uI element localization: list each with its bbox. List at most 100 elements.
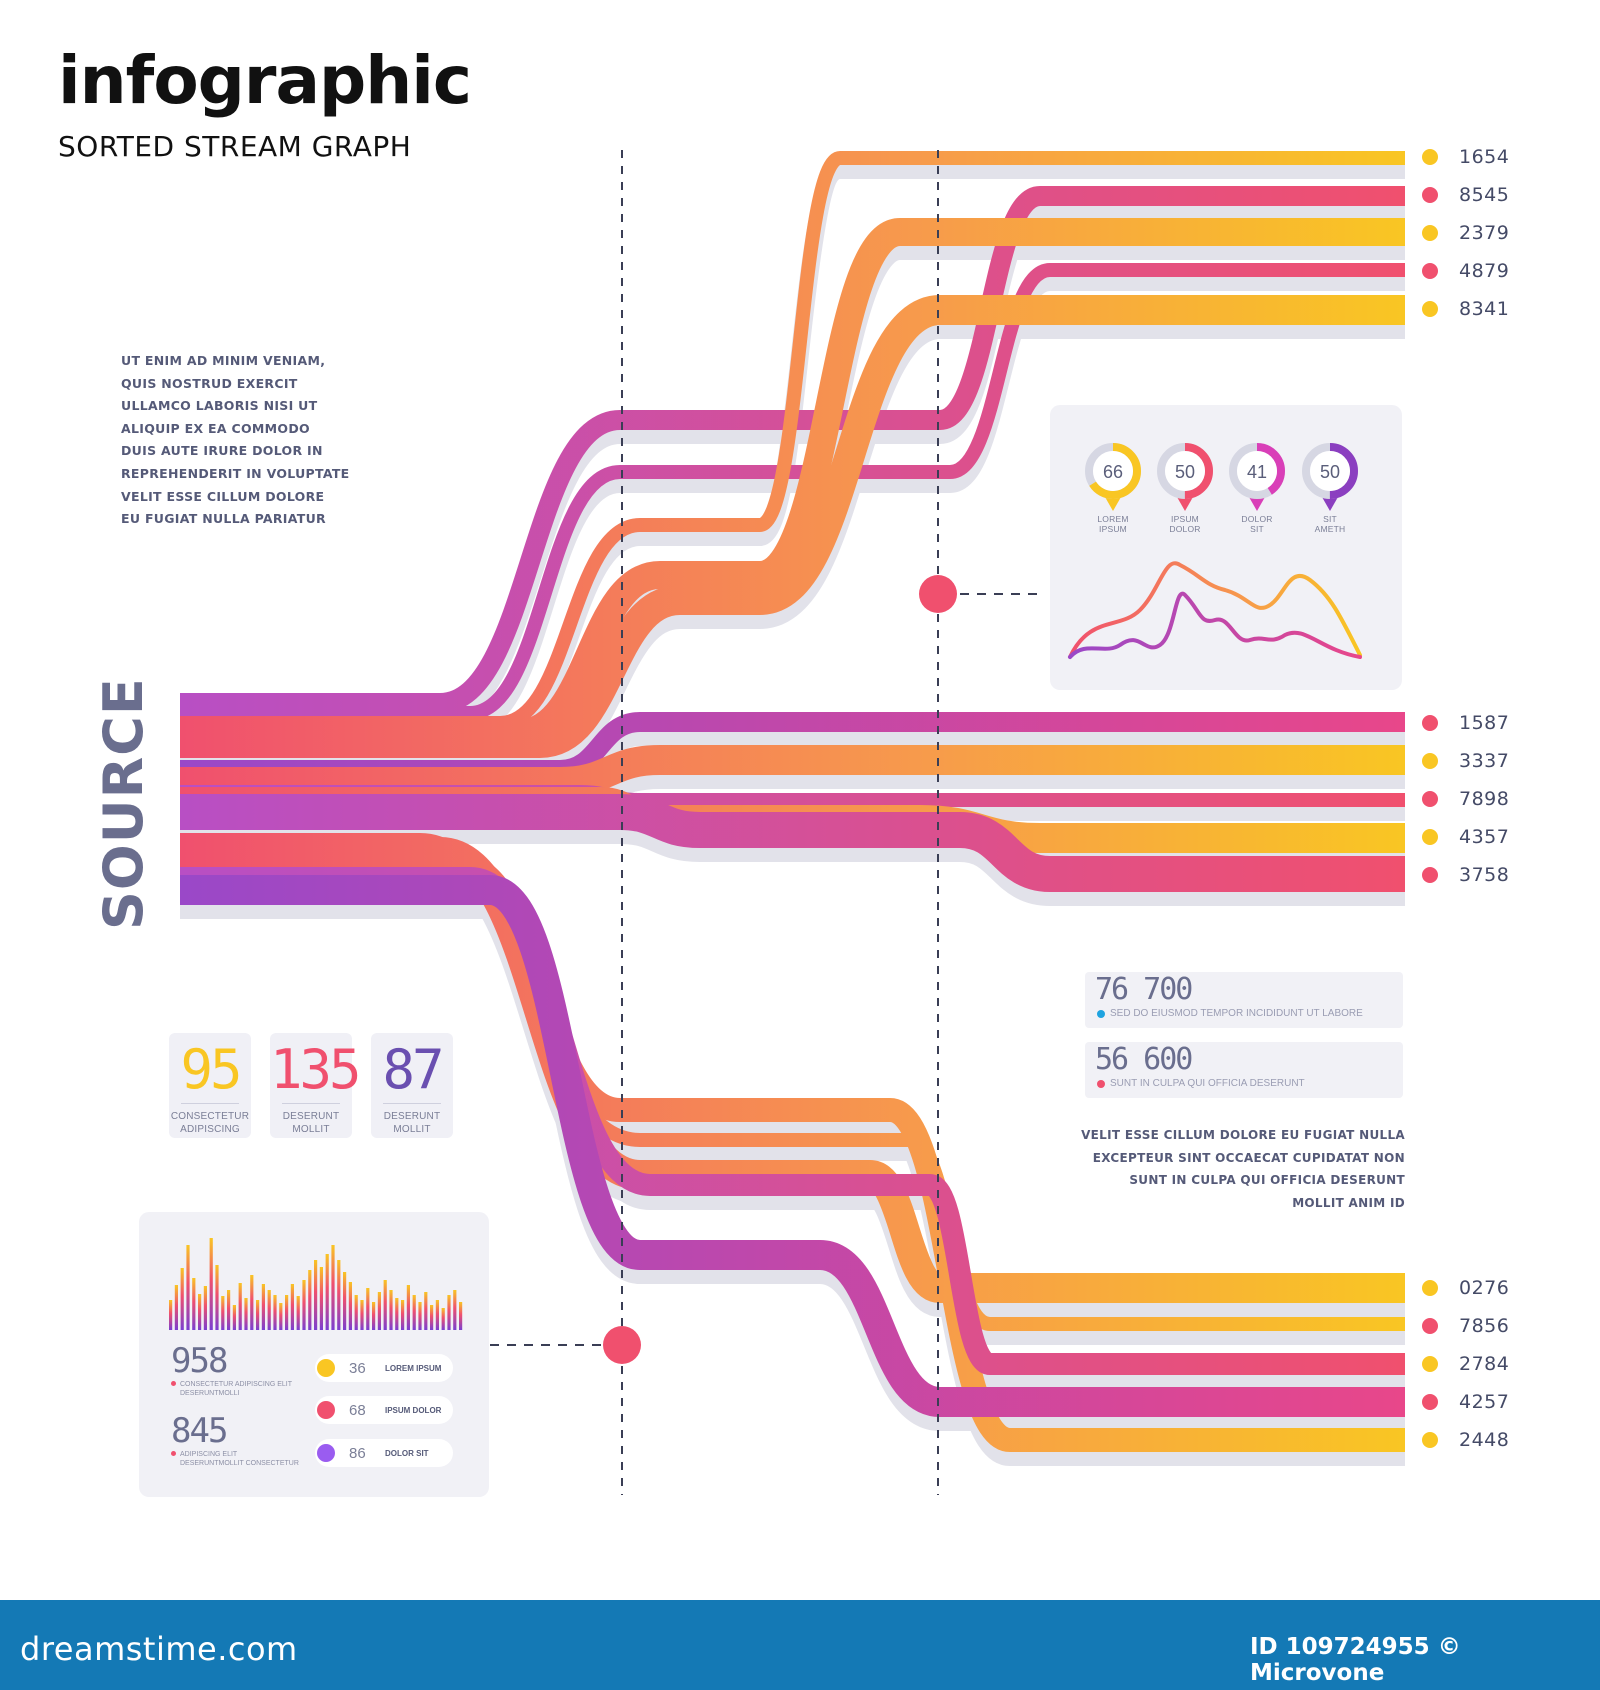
kpi-caption-text: SED DO EIUSMOD TEMPOR INCIDIDUNT UT LABO… xyxy=(1110,1008,1363,1019)
mini-bar xyxy=(169,1300,173,1330)
intro-line: DUIS AUTE IRURE DOLOR IN xyxy=(121,443,323,459)
legend-value: 2784 xyxy=(1459,1353,1510,1375)
legend-value: 4357 xyxy=(1459,826,1510,848)
gauge-center xyxy=(1093,451,1133,491)
gauge-pointer xyxy=(1249,497,1265,511)
mini-bar xyxy=(447,1295,451,1330)
right-text-line: VELIT ESSE CILLUM DOLORE EU FUGIAT NULLA xyxy=(1081,1128,1405,1142)
mini-bar xyxy=(348,1282,352,1330)
mini-bar xyxy=(250,1275,254,1330)
legend-item: 4357 xyxy=(1422,818,1509,856)
mini-bar xyxy=(395,1298,399,1330)
mini-bar xyxy=(424,1292,428,1330)
kpi-dot xyxy=(1097,1009,1105,1018)
legend-value: 7856 xyxy=(1459,1315,1510,1337)
gauge-value: 41 xyxy=(1247,462,1267,482)
mini-bar xyxy=(383,1280,387,1330)
gauge-center xyxy=(1237,451,1277,491)
legend-dot xyxy=(1422,1280,1438,1296)
stream-graph xyxy=(180,150,1405,1495)
stat-divider xyxy=(181,1103,239,1104)
mini-bar xyxy=(319,1267,323,1330)
mini-bar xyxy=(279,1303,283,1330)
legend-value: 8545 xyxy=(1459,184,1510,206)
mini-bar xyxy=(377,1292,381,1330)
mini-bar xyxy=(256,1300,260,1330)
mini-caption-line: DESERUNTMOLLI xyxy=(180,1390,240,1397)
legend-item: 7898 xyxy=(1422,780,1509,818)
footer-bar xyxy=(0,1600,1600,1690)
mini-bar xyxy=(453,1290,457,1330)
mini-caption-line: DESERUNTMOLLIT CONSECTETUR xyxy=(180,1460,299,1467)
marker-dot[interactable] xyxy=(919,575,957,613)
legend-value: 0276 xyxy=(1459,1277,1510,1299)
footer-image-id: ID 109724955 © Microvone xyxy=(1250,1634,1461,1686)
mini-bar xyxy=(215,1265,219,1330)
intro-line: QUIS NOSTRUD EXERCIT xyxy=(121,375,298,391)
mini-bar xyxy=(203,1286,207,1330)
pill-label: DOLOR SIT xyxy=(385,1448,429,1458)
mini-bar xyxy=(308,1270,312,1330)
gauge-pointer xyxy=(1105,497,1121,511)
pill-value: 68 xyxy=(349,1401,366,1419)
page-title: infographic xyxy=(58,42,472,119)
right-text-line: EXCEPTEUR SINT OCCAECAT CUPIDATAT NON xyxy=(1092,1150,1405,1165)
gauge-label: IPSUM DOLOR xyxy=(1155,514,1215,534)
mini-metric-caption: ADIPISCING ELIT DESERUNTMOLLIT CONSECTETU… xyxy=(171,1450,299,1468)
mini-bar xyxy=(209,1238,213,1330)
kpi-caption: SUNT IN CULPA QUI OFFICIA DESERUNT xyxy=(1097,1078,1403,1089)
legend-dot xyxy=(1422,301,1438,317)
mini-bar-chart xyxy=(169,1238,463,1330)
gauge-label-line: SIT xyxy=(1323,514,1337,524)
gauge-label: SIT AMETH xyxy=(1300,514,1360,534)
wave-line-warm xyxy=(1068,561,1362,659)
legend-dot xyxy=(1422,829,1438,845)
mini-bar xyxy=(290,1284,294,1330)
stream-line xyxy=(180,151,1405,730)
gauge-value: 50 xyxy=(1320,462,1340,482)
marker-dot[interactable] xyxy=(603,1326,641,1364)
pill-dot xyxy=(317,1359,335,1377)
stat-card: 135 DESERUNT MOLLIT xyxy=(270,1033,362,1138)
gauge-label-line: AMETH xyxy=(1314,524,1346,534)
legend-value: 1587 xyxy=(1459,712,1510,734)
gauge-label-line: IPSUM xyxy=(1099,524,1127,534)
mini-bar xyxy=(227,1290,231,1330)
pill-dot xyxy=(317,1444,335,1462)
pill-label: LOREM IPSUM xyxy=(385,1363,442,1373)
legend-value: 4879 xyxy=(1459,260,1510,282)
intro-line: ULLAMCO LABORIS NISI UT xyxy=(121,398,318,414)
legend-item: 7856 xyxy=(1422,1307,1509,1345)
legend-dot xyxy=(1422,791,1438,807)
stream-line xyxy=(180,745,1405,797)
kpi-box: 76 700 SED DO EIUSMOD TEMPOR INCIDIDUNT … xyxy=(1085,972,1403,1028)
mini-metric-value: 845 xyxy=(171,1411,228,1451)
stat-label-line: ADIPISCING xyxy=(180,1124,240,1135)
mini-bar xyxy=(389,1290,393,1330)
mini-caption-line: ADIPISCING ELIT xyxy=(180,1451,238,1458)
mini-bar xyxy=(337,1260,341,1330)
footer-brand[interactable]: dreamstime.com xyxy=(20,1630,298,1668)
mini-bar xyxy=(232,1305,236,1330)
bar-chart-panel: 958 CONSECTETUR ADIPISCING ELIT DESERUNTM… xyxy=(139,1212,489,1497)
mini-bar xyxy=(273,1295,277,1330)
mini-bar xyxy=(354,1295,358,1330)
kpi-dot xyxy=(1097,1079,1105,1088)
pill-dot xyxy=(317,1401,335,1419)
mini-bar xyxy=(285,1295,289,1330)
gauge-fill xyxy=(1085,443,1141,499)
mini-bar xyxy=(314,1260,318,1330)
legend-item: 4257 xyxy=(1422,1383,1509,1421)
pill-value: 36 xyxy=(349,1359,366,1377)
mini-metric: 958 CONSECTETUR ADIPISCING ELIT DESERUNTM… xyxy=(171,1342,292,1398)
legend-item: 0276 xyxy=(1422,1269,1509,1307)
gauge-label-line: IPSUM xyxy=(1171,514,1199,524)
stream-lines xyxy=(180,151,1405,1452)
legend-item: 1587 xyxy=(1422,704,1509,742)
pill-value: 86 xyxy=(349,1444,366,1462)
mini-bar xyxy=(459,1302,463,1330)
mini-bar xyxy=(198,1294,202,1330)
legend-item: 8341 xyxy=(1422,290,1509,328)
gauge-label-line: DOLOR xyxy=(1169,524,1201,534)
legend-dot xyxy=(1422,263,1438,279)
